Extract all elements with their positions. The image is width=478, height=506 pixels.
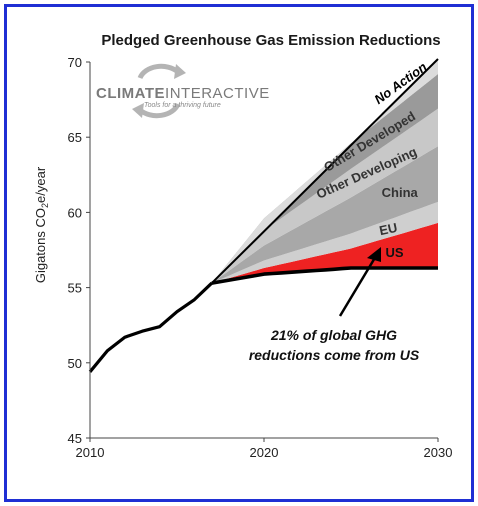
chart-title: Pledged Greenhouse Gas Emission Reductio… [101, 32, 440, 49]
annotation-line-1: 21% of global GHG [270, 327, 397, 343]
plot-area [88, 58, 439, 373]
y-tick-label: 45 [68, 431, 82, 446]
recycle-arrows-icon [132, 63, 186, 119]
pledged-line [211, 266, 438, 285]
annotation-line-2: reductions come from US [249, 347, 420, 363]
y-tick-label: 55 [68, 281, 82, 296]
y-axis-label: Gigatons CO2e/year [33, 166, 50, 283]
band-eu [211, 201, 438, 284]
band-other-developing [211, 108, 438, 284]
band-china [211, 146, 438, 284]
annotation-arrowhead [367, 247, 381, 262]
y-tick-label: 65 [68, 130, 82, 145]
us-annotation: 21% of global GHG reductions come from U… [249, 247, 420, 363]
no-action-line [211, 58, 439, 284]
y-tick-label: 70 [68, 55, 82, 70]
label-china: China [382, 185, 419, 200]
band-us [211, 222, 438, 284]
axes: 45 50 55 60 65 70 2010 2020 2030 [68, 55, 453, 460]
logo-name: CLIMATEINTERACTIVE [96, 85, 270, 102]
y-tick-label: 60 [68, 205, 82, 220]
label-us: US [385, 245, 403, 260]
y-tick-label: 50 [68, 356, 82, 371]
x-tick-label: 2030 [424, 445, 453, 460]
logo-tagline: Tools for a thriving future [144, 102, 221, 109]
historical-line [88, 281, 213, 373]
annotation-arrow [338, 255, 378, 317]
x-tick-label: 2020 [250, 445, 279, 460]
band-other-developed [211, 74, 438, 284]
x-tick-label: 2010 [76, 445, 105, 460]
climate-interactive-logo: CLIMATEINTERACTIVE Tools for a thriving … [96, 63, 270, 119]
label-eu: EU [378, 220, 399, 238]
